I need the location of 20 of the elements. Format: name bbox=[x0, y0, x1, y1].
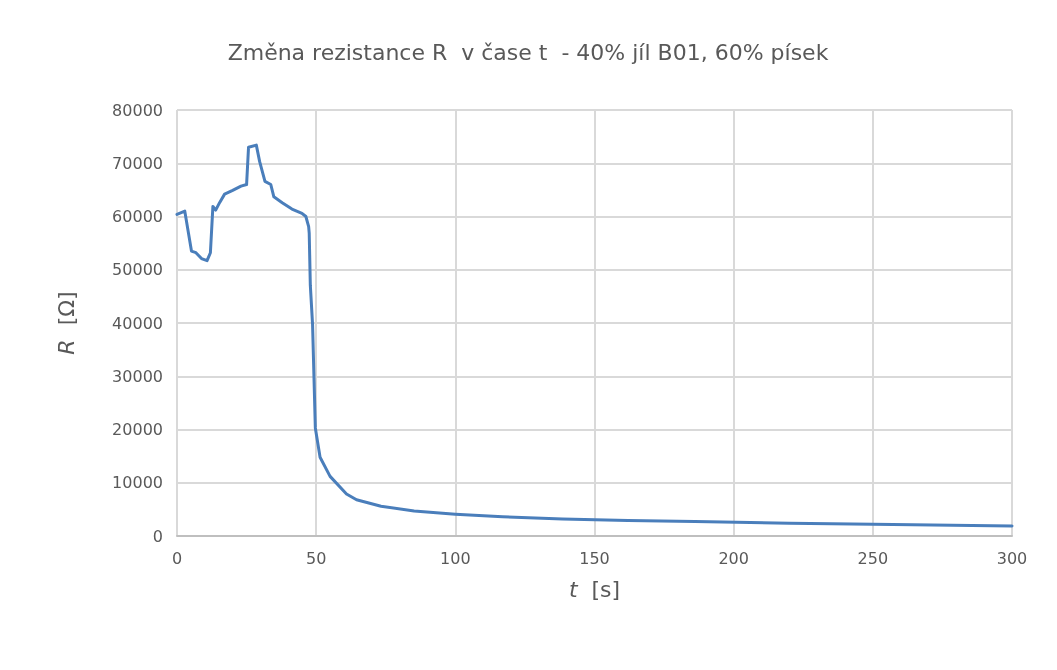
x-axis-title: t [s] bbox=[568, 576, 621, 602]
y-tick-label: 50000 bbox=[112, 260, 163, 280]
x-tick-label: 300 bbox=[996, 548, 1028, 568]
line-series bbox=[175, 143, 1014, 528]
y-axis-title: R [Ω] bbox=[53, 291, 79, 355]
y-tick-label: 80000 bbox=[112, 100, 163, 120]
y-tick-label: 0 bbox=[152, 526, 163, 546]
y-tick-label: 40000 bbox=[112, 313, 163, 333]
x-tick-label: 0 bbox=[171, 548, 183, 568]
y-tick-label: 20000 bbox=[112, 420, 163, 439]
x-tick-label: 150 bbox=[579, 548, 610, 568]
y-tick-label: 30000 bbox=[112, 366, 163, 386]
y-tick-label: 10000 bbox=[112, 473, 163, 493]
x-tick-label: 50 bbox=[305, 548, 327, 568]
x-tick-label: 250 bbox=[857, 548, 889, 568]
chart-title: Změna rezistance R v čase t - 40% jíl B01, 60% písek bbox=[227, 39, 829, 65]
y-tick-label: 70000 bbox=[112, 153, 163, 173]
x-tick-label: 200 bbox=[718, 548, 749, 568]
y-tick-label: 60000 bbox=[112, 207, 163, 226]
x-tick-label: 100 bbox=[440, 548, 471, 568]
